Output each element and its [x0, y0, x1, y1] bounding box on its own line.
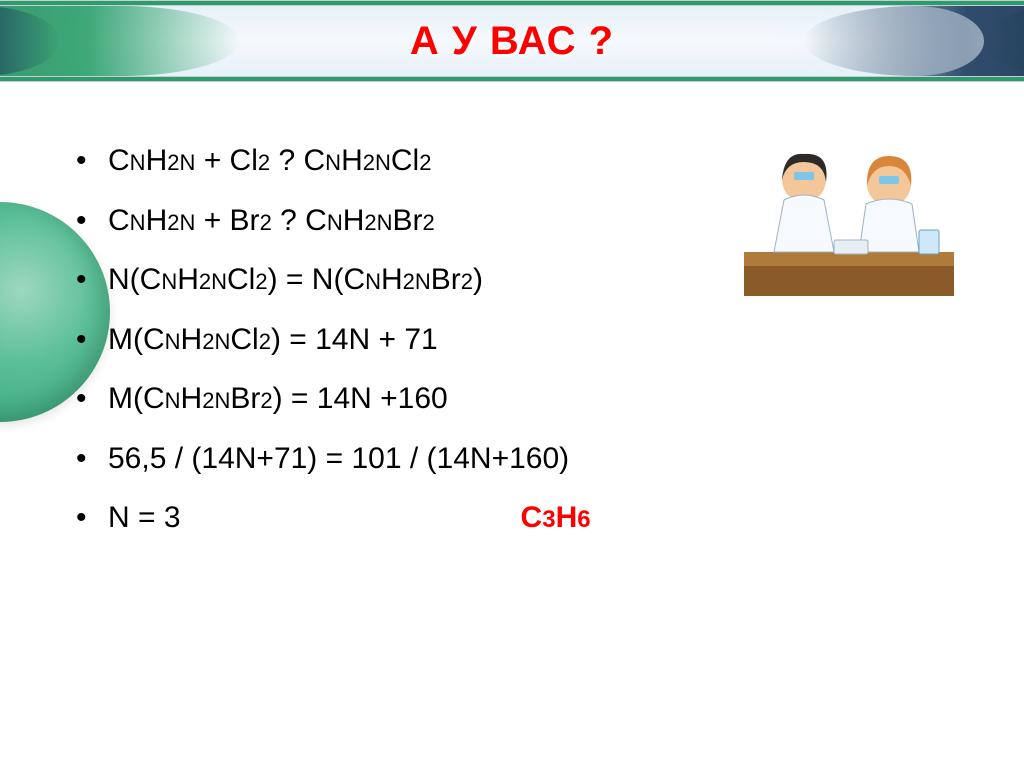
content-area: СNH2N + Cl2 ? СNH2NCl2 СNH2N + Br2 ? СNH2… [0, 82, 1024, 768]
answer-formula: С3Н6 [521, 501, 591, 534]
formula-text: 56,5 / (14N+71) = 101 / (14N+160) [108, 442, 569, 475]
formula-text: M(СNH2NCl2) = 14N + 71 [108, 323, 438, 356]
bullet-6: 56,5 / (14N+71) = 101 / (14N+160) [70, 440, 964, 478]
swoosh-right-light [764, 6, 984, 76]
bullet-3: N(СNH2NCl2) = N(СNH2NBr2) [70, 261, 964, 299]
slide: А У ВАС ? СNH2N + Cl2 ? СNH2NCl2СNH2N + … [0, 0, 1024, 768]
bullet-4: M(СNH2NCl2) = 14N + 71 [70, 321, 964, 359]
formula-text: N = 3 [108, 501, 181, 534]
formula-text: СNH2N + Br2 ? СNH2NBr2 [108, 204, 435, 237]
formula-text: M(СNH2NBr2) = 14N +160 [108, 382, 448, 415]
bullet-2: СNH2N + Br2 ? СNH2NBr2 [70, 202, 964, 240]
slide-title: А У ВАС ? [410, 19, 614, 64]
formula-text: СNH2N + Cl2 ? СNH2NCl2 [108, 144, 431, 177]
bullet-7: N = 3 С3Н6 [70, 499, 964, 537]
formula-text: N(СNH2NCl2) = N(СNH2NBr2) [108, 263, 483, 296]
bullet-1: СNH2N + Cl2 ? СNH2NCl2 [70, 142, 964, 180]
bullet-list: СNH2N + Cl2 ? СNH2NCl2 СNH2N + Br2 ? СNH2… [70, 142, 964, 537]
bullet-5: M(СNH2NBr2) = 14N +160 [70, 380, 964, 418]
title-bar: А У ВАС ? [0, 6, 1024, 76]
